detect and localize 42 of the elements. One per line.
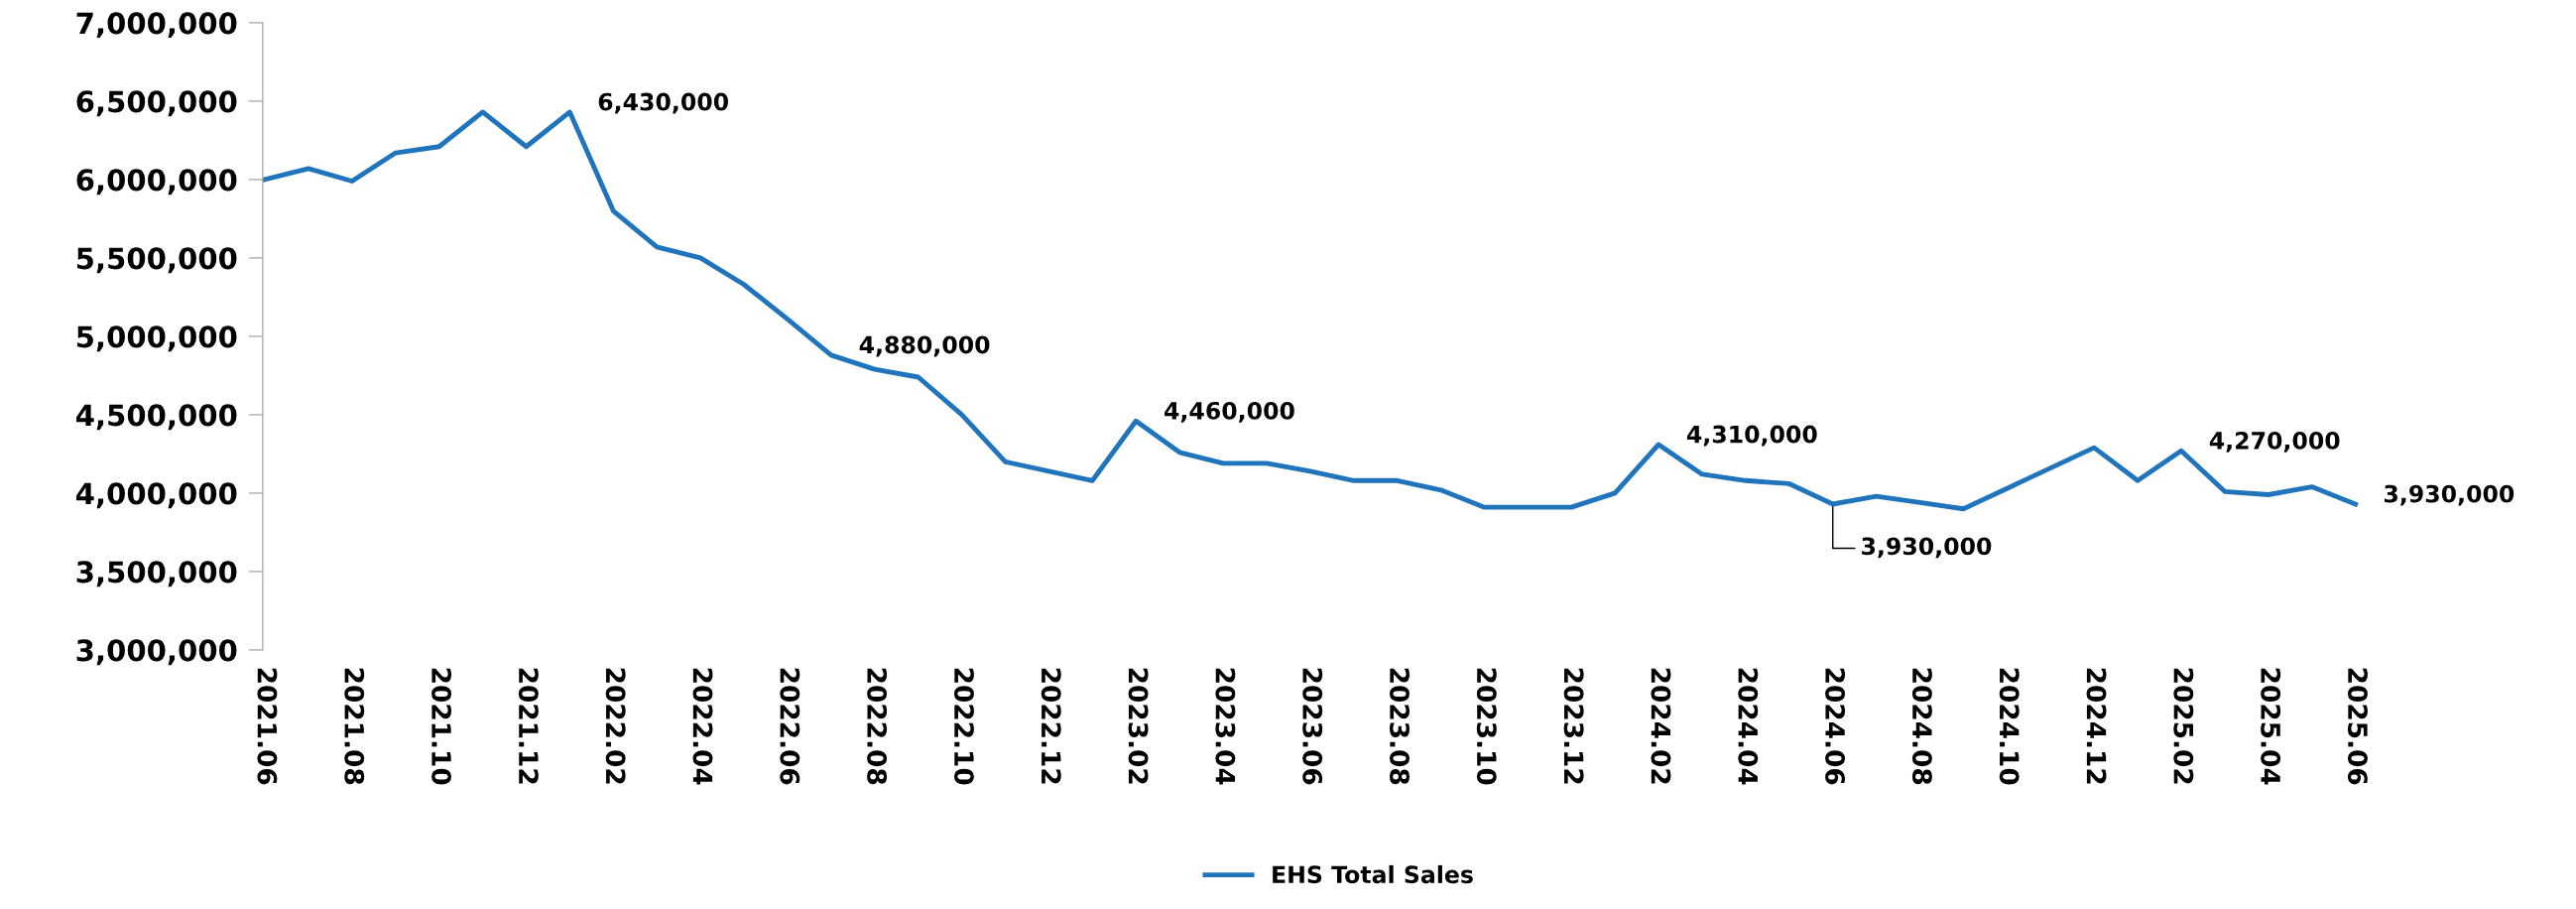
x-tick-label: 2022.08	[867, 668, 888, 785]
x-tick-label: 2021.10	[431, 668, 452, 785]
x-tick-label: 2024.04	[1738, 668, 1759, 785]
data-label: 4,460,000	[1165, 401, 1294, 423]
data-label: 3,930,000	[2384, 484, 2515, 506]
y-tick-label: 6,000,000	[76, 169, 237, 195]
x-tick-label: 2022.12	[1041, 668, 1061, 784]
y-tick-label: 4,000,000	[75, 482, 237, 509]
x-tick-label: 2023.02	[1128, 668, 1149, 784]
x-tick-label: 2022.02	[605, 668, 626, 784]
x-tick-label: 2024.12	[2086, 668, 2107, 784]
data-label: 3,930,000	[1862, 537, 1992, 559]
data-label: 4,880,000	[859, 335, 990, 357]
x-tick-label: 2024.06	[1825, 668, 1846, 785]
y-tick-label: 3,500,000	[76, 561, 237, 587]
legend-label: EHS Total Sales	[1273, 864, 1473, 884]
x-tick-label: 2023.04	[1215, 668, 1236, 785]
x-tick-label: 2025.02	[2173, 668, 2194, 784]
y-tick-label: 5,500,000	[76, 247, 237, 274]
y-tick-label: 5,000,000	[76, 325, 237, 352]
data-label: 6,430,000	[598, 92, 729, 114]
x-tick-label: 2023.12	[1563, 668, 1584, 784]
data-label: 4,270,000	[2209, 431, 2340, 453]
x-tick-label: 2022.04	[692, 668, 713, 785]
x-tick-label: 2023.06	[1302, 668, 1323, 785]
y-tick-label: 7,000,000	[76, 12, 237, 39]
x-tick-label: 2022.06	[780, 668, 800, 785]
y-tick-label: 4,500,000	[75, 404, 237, 431]
y-tick-label: 3,000,000	[76, 639, 237, 666]
x-tick-label: 2024.02	[1651, 668, 1671, 784]
x-tick-label: 2022.10	[953, 668, 974, 785]
x-tick-label: 2025.06	[2347, 668, 2368, 785]
x-tick-label: 2021.12	[518, 668, 539, 784]
x-tick-label: 2024.10	[1999, 668, 2020, 785]
data-label: 4,310,000	[1686, 425, 1817, 447]
x-tick-label: 2023.10	[1476, 668, 1497, 785]
x-tick-label: 2024.08	[1911, 668, 1932, 785]
y-tick-label: 6,500,000	[76, 90, 237, 117]
x-tick-label: 2023.08	[1390, 668, 1410, 785]
x-tick-label: 2025.04	[2261, 668, 2281, 785]
x-tick-label: 2021.06	[257, 668, 278, 785]
x-tick-label: 2021.08	[344, 668, 365, 785]
